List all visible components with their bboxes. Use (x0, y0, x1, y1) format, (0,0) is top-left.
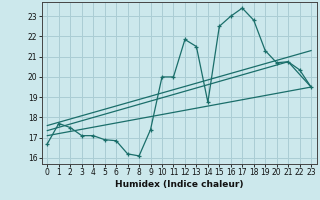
X-axis label: Humidex (Indice chaleur): Humidex (Indice chaleur) (115, 180, 244, 189)
